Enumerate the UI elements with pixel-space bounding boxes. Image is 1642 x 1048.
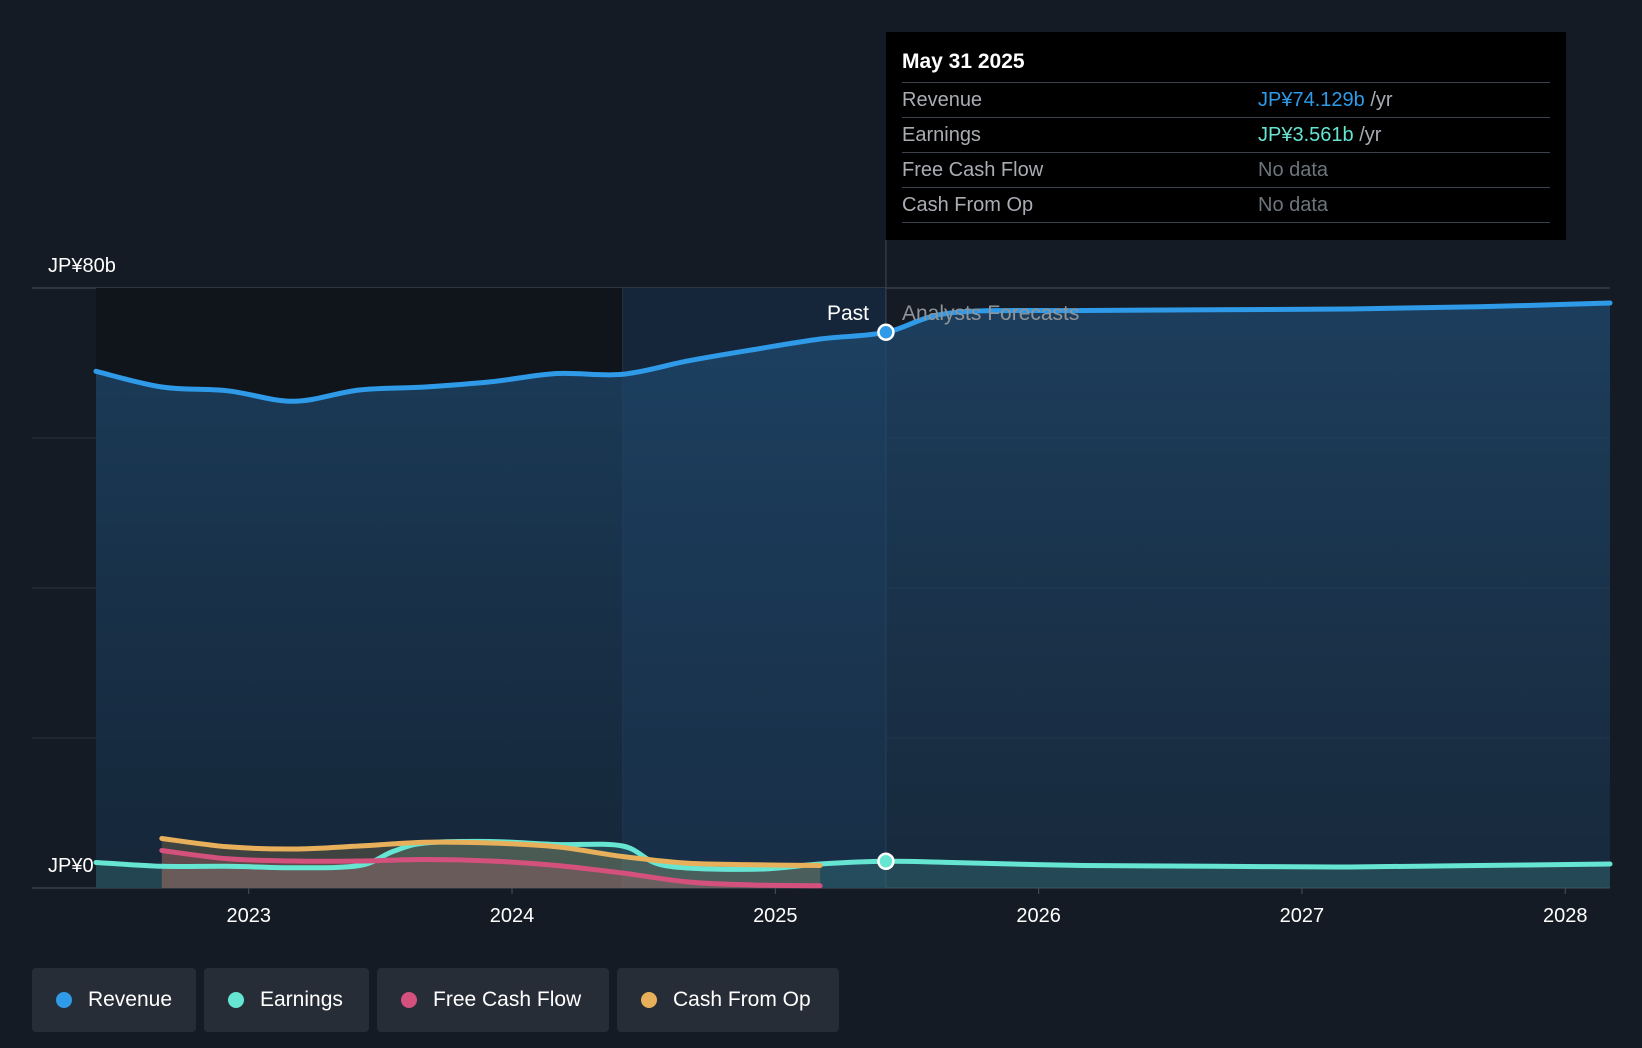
legend-label: Revenue	[87, 988, 172, 1011]
tooltip-row-free-cash-flow: Free Cash Flow No data	[902, 153, 1550, 188]
tooltip-label: Revenue	[902, 89, 983, 111]
series-lines	[93, 300, 1613, 889]
legend-label: Earnings	[260, 988, 343, 1011]
y-tick-label-bottom: JP¥0	[48, 855, 94, 877]
tooltip-value: No data	[1258, 159, 1329, 181]
tooltip-value: JP¥74.129b	[1258, 89, 1365, 111]
earnings-dot-icon	[228, 992, 244, 1008]
analysts-forecasts-label: Analysts Forecasts	[902, 302, 1079, 325]
x-tick-label-2028: 2028	[1543, 905, 1588, 927]
tooltip-row-revenue: Revenue JP¥74.129b /yr	[902, 83, 1550, 118]
highlight-markers	[877, 323, 895, 871]
revenue-highlight-point	[877, 323, 895, 341]
past-label: Past	[827, 302, 869, 325]
chart-legend: Revenue Earnings Free Cash Flow Cash Fro…	[32, 968, 839, 1032]
revenue-area	[96, 303, 1610, 888]
legend-item-revenue[interactable]: Revenue	[32, 968, 196, 1032]
legend-label: Cash From Op	[673, 988, 811, 1011]
y-tick-label-top: JP¥80b	[48, 255, 116, 277]
earnings-line	[93, 838, 1613, 872]
legend-label: Free Cash Flow	[433, 988, 582, 1011]
revenue-line	[93, 300, 1613, 404]
free-cash-flow-line	[159, 848, 823, 889]
tooltip-unit: /yr	[1370, 89, 1393, 111]
tooltip-value: JP¥3.561b	[1258, 124, 1354, 146]
data-tooltip: May 31 2025 Revenue JP¥74.129b /yr Earni…	[886, 32, 1566, 240]
x-tick-label-2027: 2027	[1280, 905, 1325, 927]
tooltip-label: Free Cash Flow	[902, 159, 1044, 181]
tooltip-label: Earnings	[902, 124, 981, 146]
revenue-dot-icon	[56, 992, 72, 1008]
free-cash-flow-dot-icon	[401, 992, 417, 1008]
tooltip-value: No data	[1258, 194, 1329, 216]
x-axis-ticks: 2023 2024 2025 2026 2027 2028	[226, 888, 1587, 927]
chart-canvas: 2023 2024 2025 2026 2027 2028 JP¥80b JP¥0 Pas…	[32, 240, 1613, 927]
x-tick-label-2023: 2023	[226, 905, 271, 927]
earnings-highlight-point	[877, 852, 895, 871]
cash-from-op-line	[159, 836, 823, 868]
x-tick-label-2026: 2026	[1016, 905, 1061, 927]
x-tick-label-2025: 2025	[753, 905, 798, 927]
legend-item-cash-from-op[interactable]: Cash From Op	[617, 968, 839, 1032]
tooltip-label: Cash From Op	[902, 194, 1034, 216]
tooltip-row-earnings: Earnings JP¥3.561b /yr	[902, 118, 1550, 153]
legend-item-free-cash-flow[interactable]: Free Cash Flow	[377, 968, 609, 1032]
tooltip-row-cash-from-op: Cash From Op No data	[902, 188, 1550, 223]
x-tick-label-2024: 2024	[490, 905, 535, 927]
tooltip-date: May 31 2025	[902, 46, 1550, 83]
legend-item-earnings[interactable]: Earnings	[204, 968, 369, 1032]
tooltip-unit: /yr	[1359, 124, 1382, 146]
cash-from-op-dot-icon	[641, 992, 657, 1008]
